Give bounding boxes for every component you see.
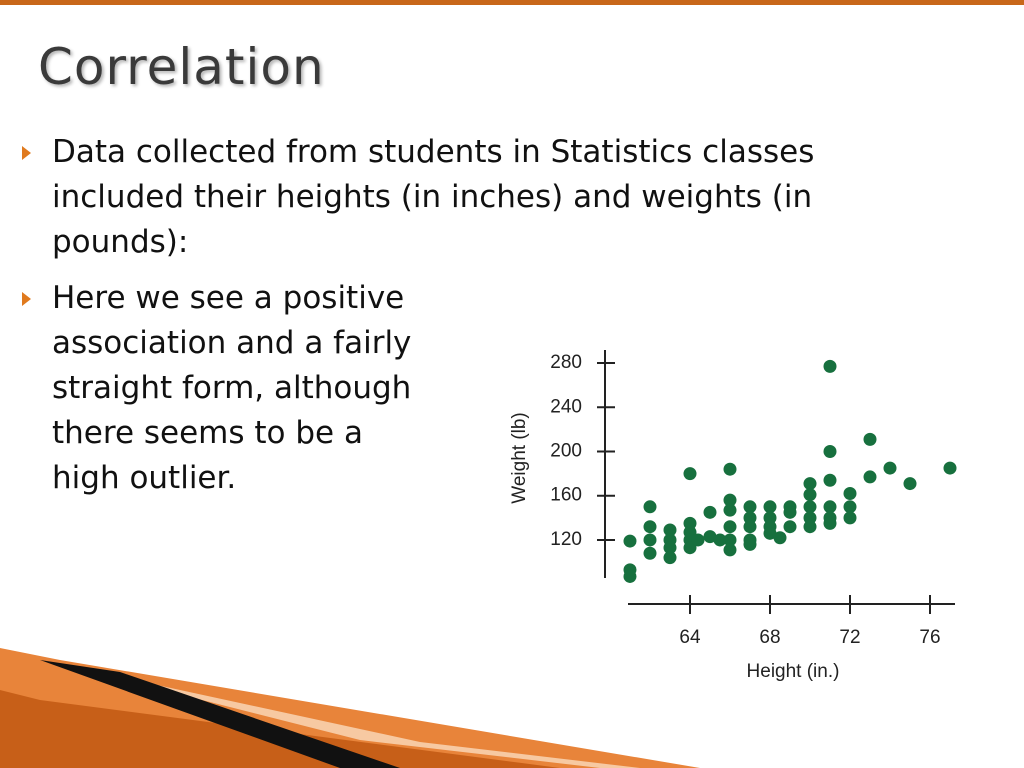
slide-title: Correlation (38, 38, 325, 96)
point (703, 505, 717, 519)
scatter-chart: Height (in.) Weight (lb) 120 160 200 240 280… (509, 350, 957, 682)
y-tick-label: 280 (550, 352, 582, 373)
bullet-marker (22, 292, 31, 306)
point (623, 569, 637, 583)
point (723, 493, 737, 507)
point (663, 541, 677, 555)
point (743, 520, 757, 534)
point (823, 516, 837, 530)
point (743, 537, 757, 551)
point (843, 511, 857, 525)
point (823, 445, 837, 459)
point (723, 520, 737, 534)
point (723, 503, 737, 517)
point (773, 531, 787, 545)
y-tick-label: 120 (550, 529, 582, 550)
point (643, 533, 657, 547)
bullet-marker (22, 146, 31, 160)
bullet-text: Here we see a positive association and a… (52, 280, 412, 496)
point (723, 462, 737, 476)
corner-swoosh-dark (0, 690, 560, 768)
bullet: Here we see a positive association and a… (22, 276, 432, 501)
point (713, 533, 727, 547)
point (723, 533, 737, 547)
point (803, 500, 817, 514)
point (823, 473, 837, 487)
point (783, 505, 797, 519)
point (703, 530, 717, 544)
point (843, 500, 857, 514)
point (903, 477, 917, 491)
x-tick-label: 72 (839, 627, 860, 648)
x-tick-label: 64 (679, 627, 701, 648)
y-axis-label: Weight (lb) (509, 412, 530, 504)
point (683, 541, 697, 555)
point (663, 551, 677, 565)
point (691, 533, 705, 547)
x-tick-label: 68 (759, 627, 780, 648)
bullet-text: Data collected from students in Statisti… (52, 134, 815, 260)
y-tick-label: 200 (550, 441, 582, 462)
point (723, 543, 737, 557)
point (763, 526, 777, 540)
point (803, 488, 817, 502)
point (743, 500, 757, 514)
point (783, 520, 797, 534)
point (643, 520, 657, 534)
point (823, 359, 837, 373)
x-axis-label: Height (in.) (747, 661, 840, 682)
point (663, 523, 677, 537)
point (623, 534, 637, 548)
point (683, 467, 697, 481)
top-bar (0, 0, 1024, 5)
y-tick-label: 160 (550, 485, 582, 506)
point (643, 500, 657, 514)
point (863, 470, 877, 484)
point (803, 477, 817, 491)
point (943, 461, 957, 475)
point (803, 520, 817, 534)
point (843, 487, 857, 501)
point (763, 500, 777, 514)
bullet: Data collected from students in Statisti… (22, 130, 932, 265)
corner-swoosh-line (40, 660, 400, 768)
point (883, 461, 897, 475)
x-tick-label: 76 (919, 627, 940, 648)
point (823, 500, 837, 514)
point (643, 546, 657, 560)
point (863, 432, 877, 446)
y-tick-label: 240 (550, 396, 582, 417)
